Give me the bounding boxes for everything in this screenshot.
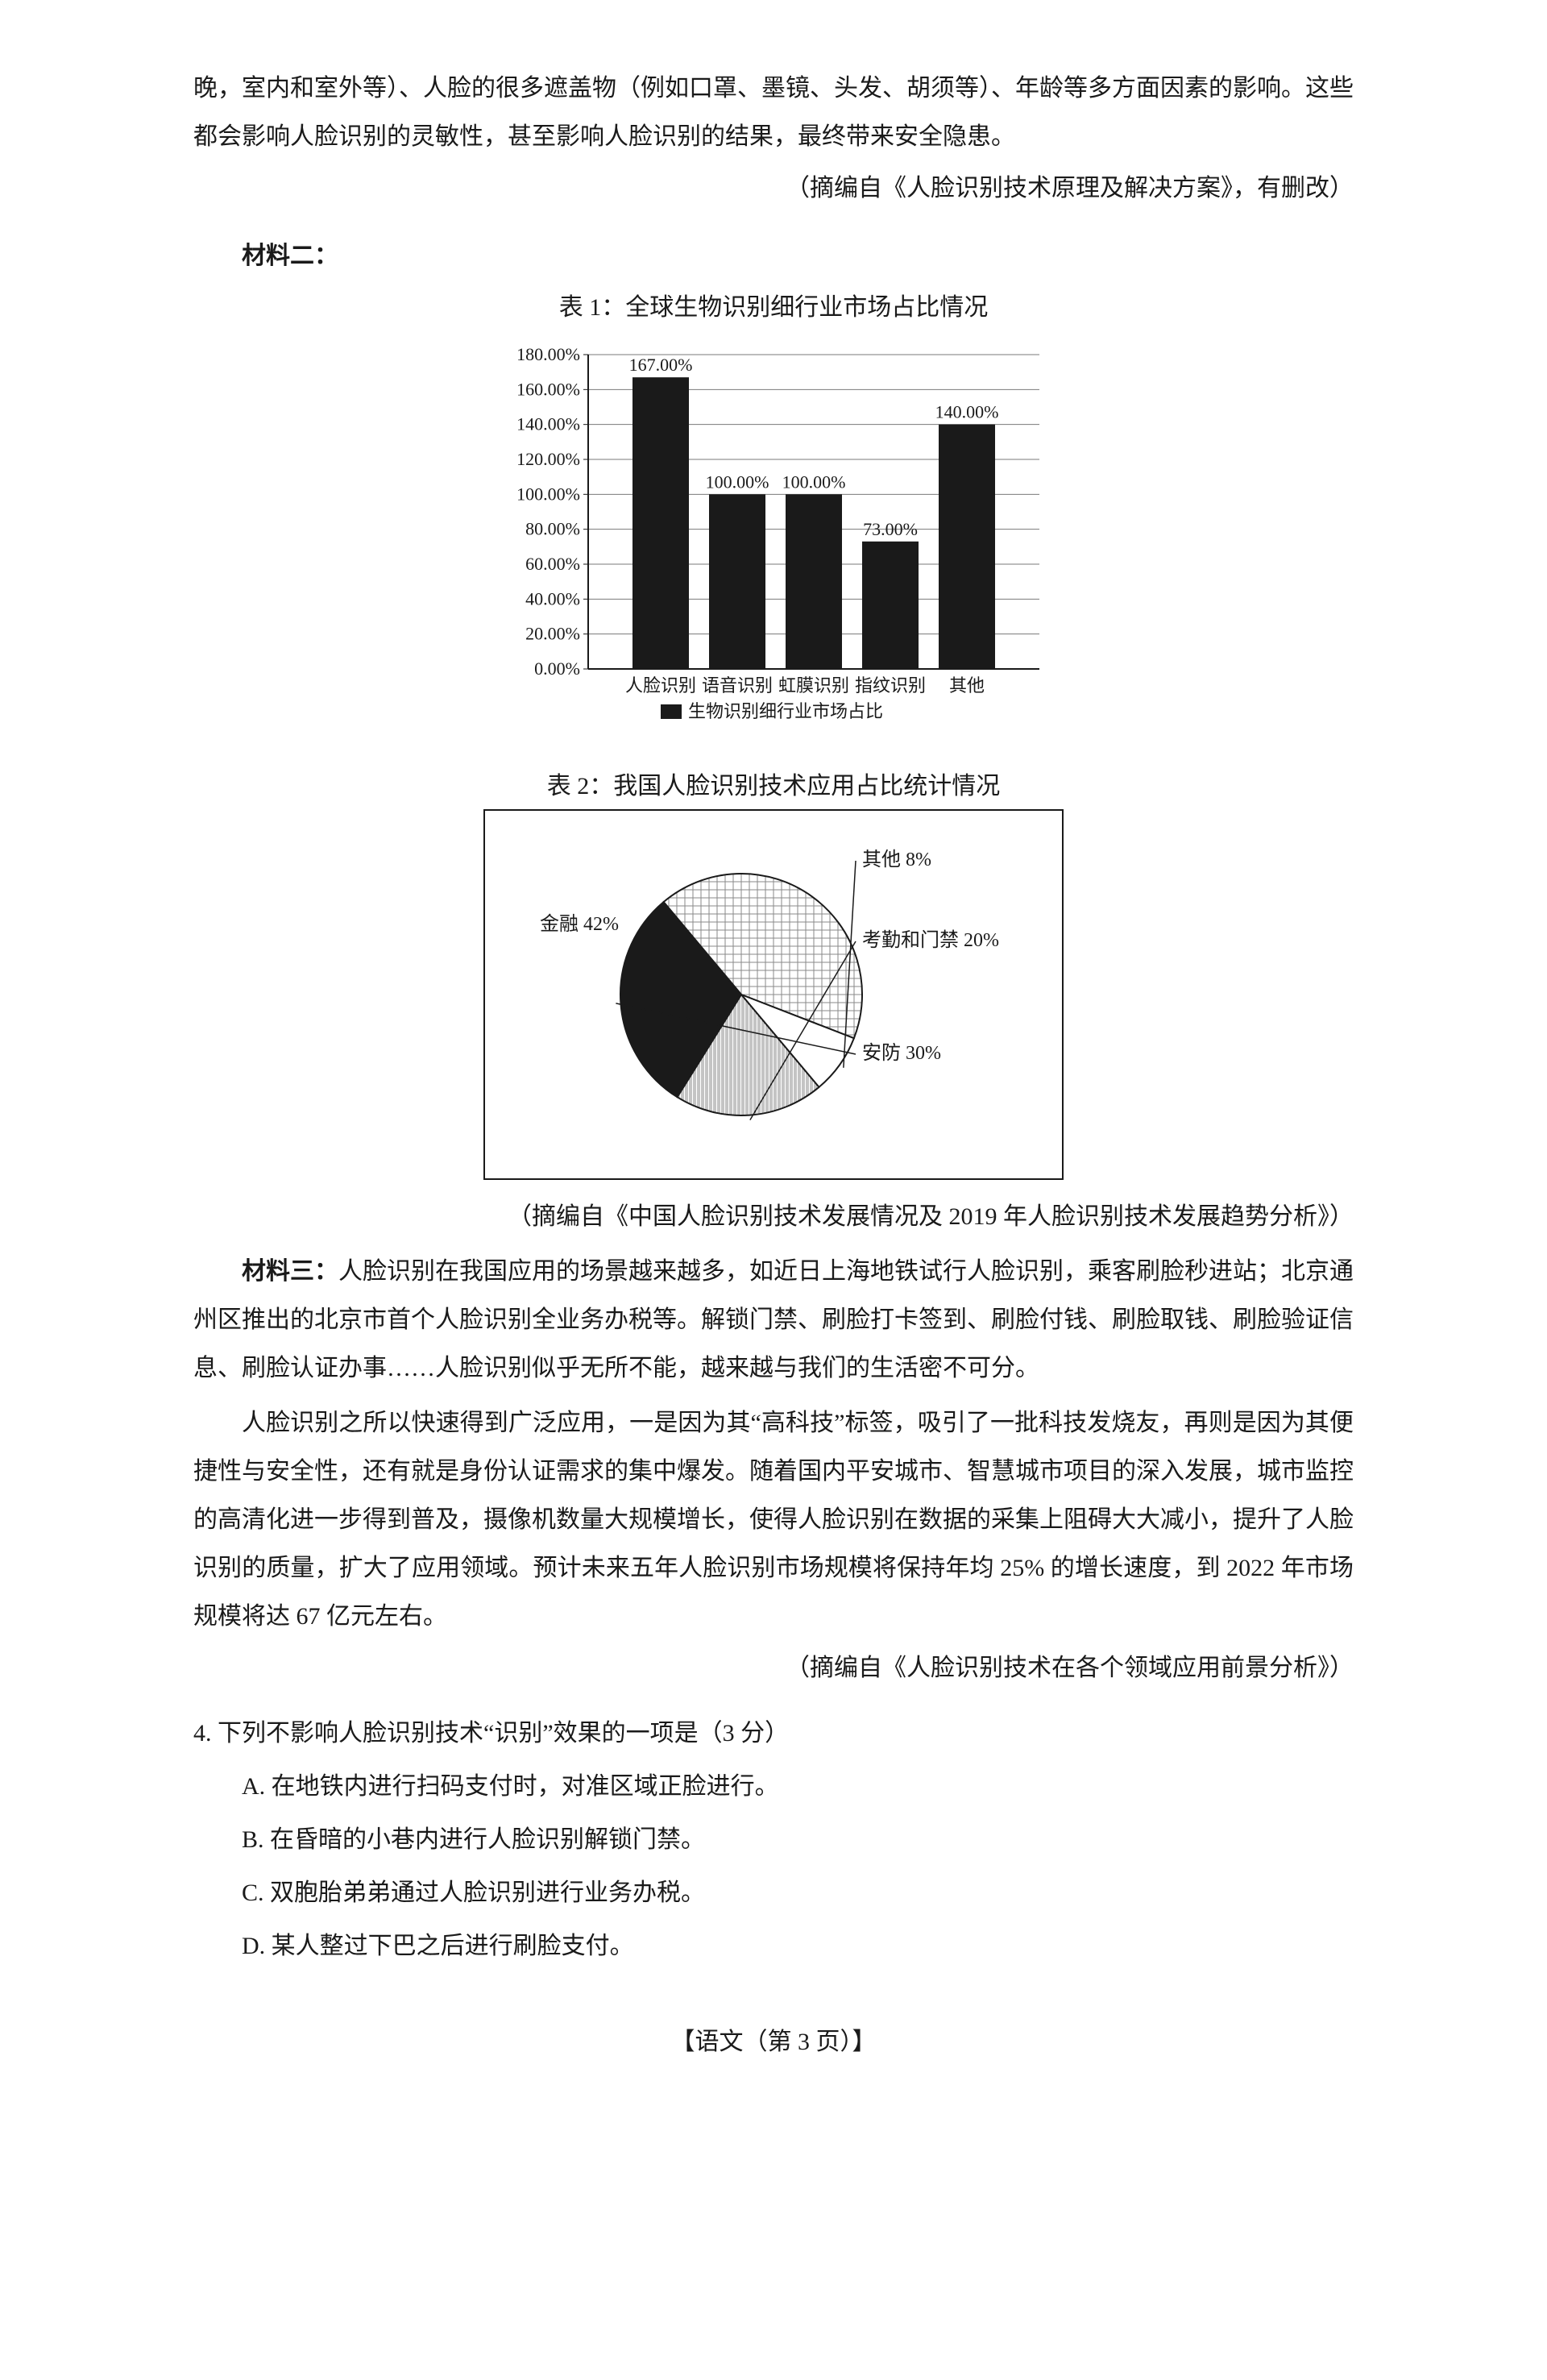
- chart1-container: 0.00% 20.00% 40.00% 60.00% 80.00% 100.00% 120.…: [193, 330, 1354, 750]
- question-4: 4. 下列不影响人脸识别技术“识别”效果的一项是（3 分） A. 在地铁内进行扫…: [193, 1707, 1354, 1973]
- svg-text:虹膜识别: 虹膜识别: [778, 675, 849, 696]
- svg-text:140.00%: 140.00%: [516, 414, 580, 434]
- option-d: D. 某人整过下巴之后进行刷脸支付。: [193, 1920, 1354, 1973]
- material-2-label: 材料二：: [193, 235, 1354, 271]
- svg-text:167.00%: 167.00%: [629, 355, 693, 375]
- svg-text:其他: 其他: [949, 675, 985, 696]
- option-b: B. 在昏暗的小巷内进行人脸识别解锁门禁。: [193, 1813, 1354, 1867]
- svg-text:80.00%: 80.00%: [525, 519, 580, 539]
- option-a: A. 在地铁内进行扫码支付时，对准区域正脸进行。: [193, 1760, 1354, 1813]
- svg-text:60.00%: 60.00%: [525, 554, 580, 574]
- svg-text:180.00%: 180.00%: [516, 344, 580, 364]
- question-stem: 4. 下列不影响人脸识别技术“识别”效果的一项是（3 分）: [193, 1707, 1354, 1760]
- svg-text:金融 42%: 金融 42%: [540, 913, 619, 935]
- svg-text:安防 30%: 安防 30%: [862, 1042, 941, 1064]
- chart1-title: 表 1：全球生物识别细行业市场占比情况: [193, 287, 1354, 322]
- svg-text:指纹识别: 指纹识别: [855, 675, 926, 696]
- source-2: （摘编自《中国人脸识别技术发展情况及 2019 年人脸识别技术发展趋势分析》）: [193, 1196, 1354, 1232]
- svg-text:生物识别细行业市场占比: 生物识别细行业市场占比: [688, 701, 883, 721]
- chart2-title: 表 2：我国人脸识别技术应用占比统计情况: [193, 766, 1354, 801]
- svg-text:考勤和门禁 20%: 考勤和门禁 20%: [862, 929, 999, 951]
- svg-text:40.00%: 40.00%: [525, 588, 580, 608]
- svg-text:20.00%: 20.00%: [525, 624, 580, 644]
- material-3-text-1: 人脸识别在我国应用的场景越来越多，如近日上海地铁试行人脸识别，乘客刷脸秒进站；北…: [193, 1258, 1354, 1381]
- svg-text:语音识别: 语音识别: [702, 675, 773, 696]
- svg-text:120.00%: 120.00%: [516, 449, 580, 469]
- material-3-para-2: 人脸识别之所以快速得到广泛应用，一是因为其“高科技”标签，吸引了一批科技发烧友，…: [193, 1399, 1354, 1641]
- source-3: （摘编自《人脸识别技术在各个领域应用前景分析》）: [193, 1647, 1354, 1683]
- material-3-label: 材料三：: [242, 1258, 338, 1285]
- page-footer: 【语文（第 3 页）】: [193, 2021, 1354, 2057]
- material-3-para-1: 材料三：人脸识别在我国应用的场景越来越多，如近日上海地铁试行人脸识别，乘客刷脸秒…: [193, 1248, 1354, 1393]
- pie-chart: 金融 42% 其他 8% 考勤和门禁 20% 安防 30%: [483, 809, 1064, 1180]
- svg-text:100.00%: 100.00%: [706, 471, 769, 492]
- svg-text:100.00%: 100.00%: [782, 471, 846, 492]
- svg-text:其他 8%: 其他 8%: [862, 849, 931, 870]
- bar-chart: 0.00% 20.00% 40.00% 60.00% 80.00% 100.00% 120.…: [483, 330, 1064, 750]
- top-paragraph: 晚，室内和室外等）、人脸的很多遮盖物（例如口罩、墨镜、头发、胡须等）、年龄等多方…: [193, 64, 1354, 161]
- svg-text:100.00%: 100.00%: [516, 484, 580, 504]
- svg-text:160.00%: 160.00%: [516, 379, 580, 399]
- option-c: C. 双胞胎弟弟通过人脸识别进行业务办税。: [193, 1867, 1354, 1920]
- source-1: （摘编自《人脸识别技术原理及解决方案》，有删改）: [193, 168, 1354, 203]
- svg-text:73.00%: 73.00%: [863, 519, 918, 539]
- svg-text:人脸识别: 人脸识别: [625, 675, 696, 696]
- chart2-container: 金融 42% 其他 8% 考勤和门禁 20% 安防 30%: [193, 809, 1354, 1180]
- svg-text:140.00%: 140.00%: [935, 402, 999, 422]
- svg-text:0.00%: 0.00%: [534, 658, 580, 679]
